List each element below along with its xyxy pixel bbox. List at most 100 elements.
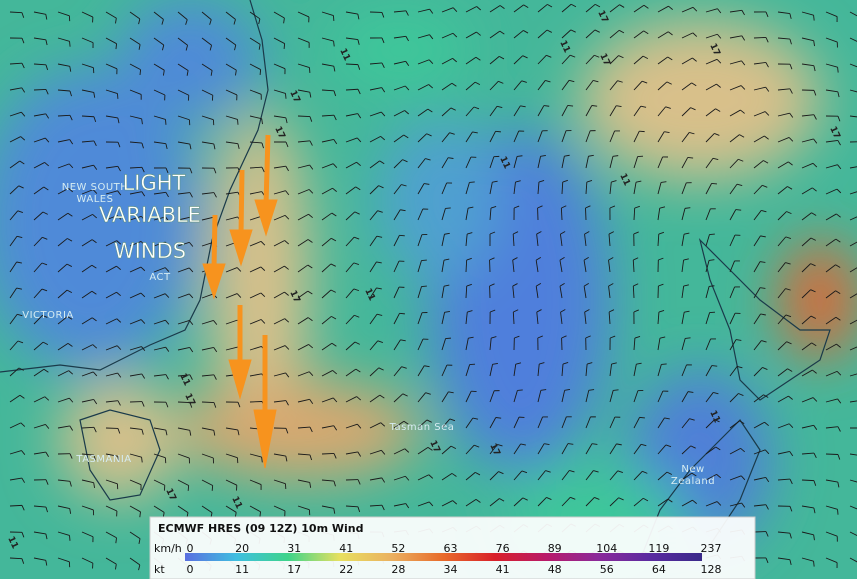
wind-barb	[417, 285, 427, 299]
barb-shaft	[57, 89, 70, 92]
wind-barb	[777, 262, 791, 273]
contour-label: 17	[163, 487, 177, 503]
barb-feather	[789, 506, 793, 512]
wind-barb	[513, 130, 525, 143]
wind-barb	[105, 372, 122, 378]
barb-feather	[537, 205, 543, 209]
barb-feather	[285, 93, 287, 99]
barb-feather	[586, 179, 593, 183]
barb-feather	[640, 443, 647, 447]
barb-feather	[523, 4, 529, 9]
barb-shaft	[633, 55, 644, 65]
barb-shaft	[177, 267, 190, 273]
wind-barb	[9, 87, 26, 93]
barb-feather	[639, 130, 645, 133]
barb-shaft	[777, 137, 790, 143]
barb-feather	[424, 365, 430, 368]
barb-feather	[738, 393, 744, 396]
barb-shaft	[297, 213, 309, 221]
barb-feather	[449, 418, 456, 422]
wind-barb	[585, 130, 596, 143]
barb-shaft	[345, 505, 359, 508]
barb-feather	[813, 90, 817, 96]
barb-feather	[380, 111, 386, 117]
barb-feather	[309, 116, 313, 122]
wind-barb	[9, 136, 26, 143]
wind-barb	[465, 444, 480, 455]
barb-feather	[141, 373, 146, 379]
barb-shaft	[345, 88, 359, 91]
barb-shaft	[729, 60, 742, 65]
wind-barb	[153, 216, 170, 222]
barb-shaft	[321, 453, 335, 455]
barb-feather	[141, 118, 143, 125]
barb-feather	[421, 233, 428, 236]
barb-shaft	[33, 531, 46, 535]
barb-shaft	[489, 156, 495, 169]
wind-barb	[201, 141, 216, 150]
barb-shaft	[129, 191, 142, 195]
barb-shaft	[801, 342, 812, 351]
barb-shaft	[153, 216, 166, 221]
wind-barb	[441, 157, 454, 169]
barb-feather	[590, 130, 596, 132]
barb-shaft	[609, 416, 616, 429]
barb-shaft	[777, 262, 786, 273]
wind-barb	[465, 131, 478, 143]
barb-feather	[381, 37, 385, 44]
wind-barb	[105, 240, 122, 247]
wind-barb	[345, 479, 361, 485]
barb-shaft	[512, 311, 515, 325]
barb-feather	[813, 452, 817, 459]
wind-barb	[441, 7, 458, 13]
barb-shaft	[417, 208, 424, 221]
barb-feather	[285, 166, 289, 172]
barb-feather	[140, 292, 146, 298]
wind-barb	[849, 11, 857, 19]
barb-shaft	[537, 130, 543, 143]
barb-shaft	[57, 187, 69, 195]
barb-shaft	[561, 416, 567, 429]
barb-feather	[664, 131, 670, 134]
wind-barb	[537, 54, 552, 65]
barb-feather	[666, 81, 672, 85]
place-labels: NEW SOUTHWALESACTVICTORIATASMANIATasman …	[22, 182, 714, 487]
wind-barb	[369, 422, 386, 429]
wind-barb	[345, 368, 361, 377]
wind-barb	[825, 264, 841, 273]
barb-shaft	[249, 453, 262, 458]
barb-shaft	[417, 34, 430, 39]
wind-barb	[81, 89, 96, 98]
barb-shaft	[801, 424, 814, 429]
wind-barb	[105, 165, 121, 172]
barb-feather	[684, 207, 691, 209]
barb-feather	[333, 15, 335, 21]
barb-feather	[307, 290, 313, 295]
wind-barb	[489, 362, 498, 377]
barb-shaft	[825, 370, 838, 377]
barb-shaft	[849, 372, 857, 377]
barb-feather	[667, 56, 673, 61]
barb-shaft	[849, 317, 857, 325]
wind-barb	[249, 292, 266, 299]
barb-feather	[260, 292, 266, 298]
barb-shaft	[608, 234, 611, 247]
barb-shaft	[801, 63, 814, 67]
barb-shaft	[417, 108, 429, 117]
wind-barb	[585, 105, 598, 117]
barb-shaft	[753, 184, 763, 195]
barb-shaft	[681, 364, 687, 377]
barb-shaft	[81, 426, 95, 429]
wind-barb	[609, 470, 623, 481]
barb-shaft	[177, 453, 190, 459]
barb-shaft	[465, 106, 475, 117]
barb-shaft	[441, 132, 450, 143]
barb-feather	[521, 80, 527, 83]
barb-feather	[741, 35, 746, 41]
barb-shaft	[849, 453, 857, 457]
barb-feather	[613, 389, 619, 391]
wind-barb	[729, 158, 744, 169]
wind-barb	[369, 340, 384, 351]
barb-feather	[448, 157, 454, 159]
barb-shaft	[825, 290, 836, 299]
